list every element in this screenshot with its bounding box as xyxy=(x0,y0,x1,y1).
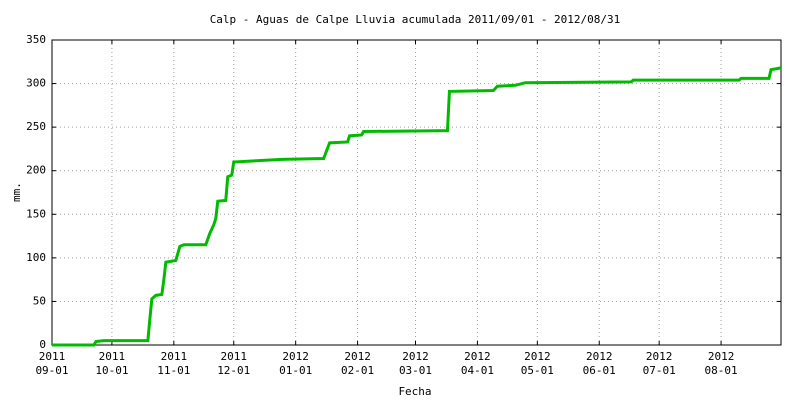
x-tick-year: 2011 xyxy=(161,350,188,363)
y-tick-label: 350 xyxy=(26,33,46,46)
y-tick-label: 300 xyxy=(26,77,46,90)
y-tick-label: 50 xyxy=(33,294,46,307)
x-tick-year: 2011 xyxy=(39,350,66,363)
x-tick-label: 09-01 xyxy=(35,364,68,377)
x-tick-year: 2012 xyxy=(646,350,673,363)
y-tick-label: 200 xyxy=(26,164,46,177)
x-tick-label: 03-01 xyxy=(399,364,432,377)
y-tick-label: 150 xyxy=(26,207,46,220)
x-tick-label: 08-01 xyxy=(705,364,738,377)
y-tick-label: 100 xyxy=(26,251,46,264)
y-tick-label: 250 xyxy=(26,120,46,133)
x-tick-year: 2012 xyxy=(402,350,429,363)
x-tick-year: 2012 xyxy=(708,350,735,363)
x-tick-label: 11-01 xyxy=(157,364,190,377)
x-tick-label: 05-01 xyxy=(521,364,554,377)
x-tick-year: 2012 xyxy=(524,350,551,363)
x-tick-label: 01-01 xyxy=(279,364,312,377)
data-line xyxy=(52,66,782,347)
x-tick-label: 10-01 xyxy=(95,364,128,377)
plot-frame xyxy=(51,39,782,346)
x-tick-year: 2012 xyxy=(344,350,371,363)
x-tick-label: 12-01 xyxy=(217,364,250,377)
x-tick-year: 2012 xyxy=(586,350,613,363)
x-tick-year: 2011 xyxy=(221,350,248,363)
x-tick-label: 04-01 xyxy=(461,364,494,377)
x-axis-label: Fecha xyxy=(398,385,431,398)
x-tick-label: 07-01 xyxy=(643,364,676,377)
x-tick-year: 2012 xyxy=(282,350,309,363)
chart-title: Calp - Aguas de Calpe Lluvia acumulada 2… xyxy=(210,13,621,26)
x-tick-label: 06-01 xyxy=(583,364,616,377)
y-axis-label: mm. xyxy=(10,182,23,202)
x-tick-label: 02-01 xyxy=(341,364,374,377)
x-tick-year: 2011 xyxy=(99,350,126,363)
y-tick-label: 0 xyxy=(39,338,46,351)
x-tick-year: 2012 xyxy=(464,350,491,363)
